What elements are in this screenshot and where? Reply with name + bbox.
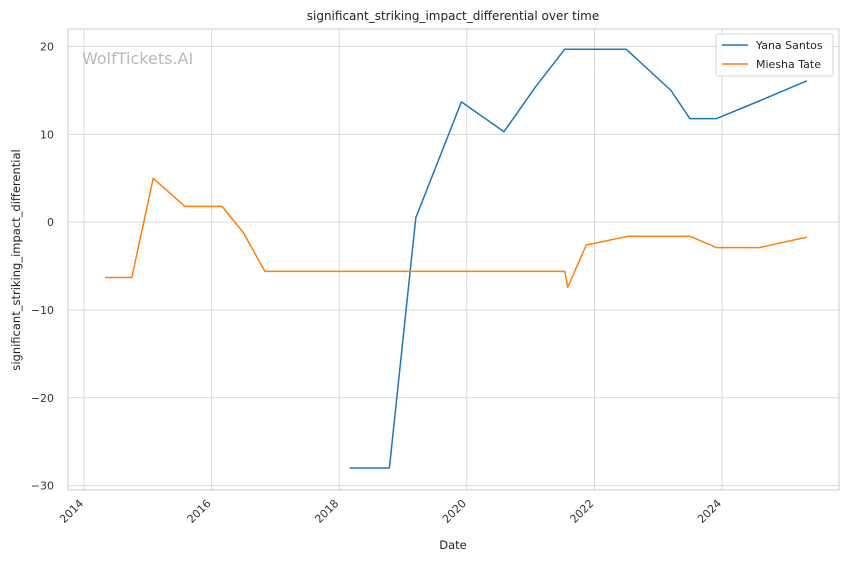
y-axis-label: significant_striking_impact_differential: [9, 149, 23, 370]
y-tick-label: −20: [31, 392, 54, 405]
plot-frame: [67, 28, 840, 491]
y-tick-label: −30: [31, 480, 54, 493]
x-axis-label: Date: [439, 538, 467, 552]
series-lines: [105, 48, 808, 469]
y-tick-label: 0: [47, 216, 54, 229]
y-tick-label: −10: [31, 304, 54, 317]
grid-lines: [68, 29, 839, 490]
y-tick-label: 10: [40, 128, 54, 141]
legend: Yana Santos Miesha Tate: [715, 33, 834, 77]
y-tick-label: 20: [40, 41, 54, 54]
legend-entry: Miesha Tate: [756, 58, 821, 71]
series-line-miesha-tate: [105, 177, 808, 288]
chart-title: significant_striking_impact_differential…: [307, 9, 599, 23]
series-line-yana-santos: [349, 48, 808, 469]
y-tick-labels: 20 10 0 −10 −20 −30: [31, 41, 54, 493]
legend-entry: Yana Santos: [755, 39, 823, 52]
watermark: WolfTickets.AI: [82, 49, 193, 68]
